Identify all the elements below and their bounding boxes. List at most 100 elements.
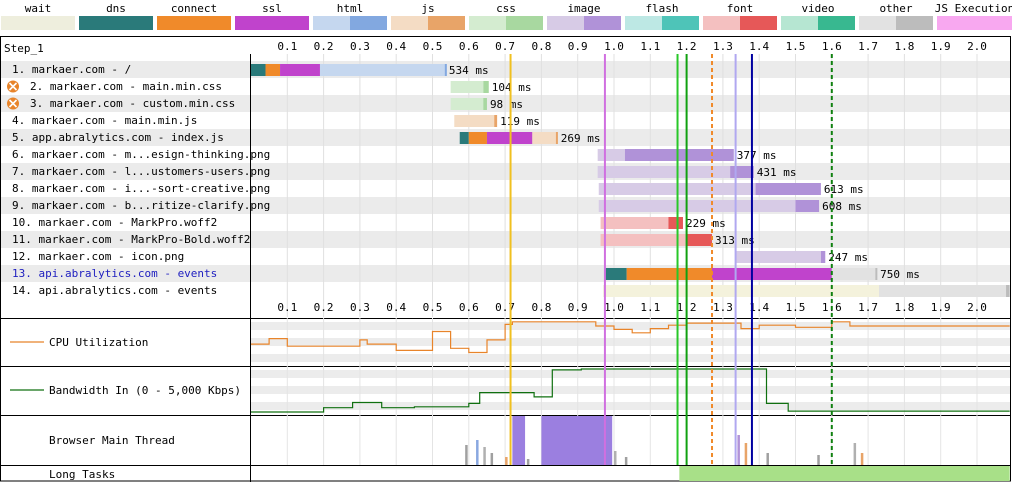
panel-stripe xyxy=(251,322,1010,330)
main-thread-spike xyxy=(614,451,617,465)
x-tick-label: 0.5 xyxy=(423,301,443,314)
x-tick-label: 1.2 xyxy=(677,40,697,53)
main-thread-spike xyxy=(744,443,748,465)
legend-label: video xyxy=(801,2,834,15)
main-thread-spike xyxy=(465,445,468,465)
panel-stripe xyxy=(251,370,1010,378)
bar-dns xyxy=(459,132,469,144)
x-tick-label: 1.1 xyxy=(640,301,660,314)
legend-swatch-dns xyxy=(79,16,153,30)
request-duration: 750 ms xyxy=(880,268,920,281)
request-label: 12. markaer.com - icon.png xyxy=(12,250,184,263)
x-tick-label: 0.7 xyxy=(495,40,515,53)
x-tick-label: 1.4 xyxy=(749,301,769,314)
bar-ssl xyxy=(712,268,832,280)
panel-stripe xyxy=(251,338,1010,346)
x-tick-label: 0.3 xyxy=(350,301,370,314)
x-tick-label: 1.7 xyxy=(858,40,878,53)
x-tick-label: 1.1 xyxy=(640,40,660,53)
bar-ttfb xyxy=(450,81,484,93)
bar-ttfb xyxy=(597,166,731,178)
legend-label: font xyxy=(727,2,754,15)
legend-swatch-dark-flash xyxy=(662,16,699,30)
request-duration: 229 ms xyxy=(686,217,726,230)
request-label: 2. markaer.com - main.min.css xyxy=(30,80,222,93)
request-label: 13. api.abralytics.com - events xyxy=(12,267,217,280)
request-duration: 119 ms xyxy=(500,115,540,128)
bar-connect xyxy=(468,132,487,144)
x-tick-label: 1.0 xyxy=(604,40,624,53)
request-label: 8. markaer.com - i...-sort-creative.png xyxy=(12,182,270,195)
bar-download xyxy=(668,217,683,229)
legend-swatch-other xyxy=(859,16,896,30)
legend-label: ssl xyxy=(262,2,282,15)
chart-frame xyxy=(0,36,1011,482)
bar-download xyxy=(686,234,713,246)
main-thread-spike xyxy=(476,440,479,465)
legend-swatch-wait xyxy=(1,16,75,30)
bar-download xyxy=(483,98,487,110)
bar-download xyxy=(795,200,820,212)
x-tick-label: 0.6 xyxy=(459,301,479,314)
x-tick-label: 0.5 xyxy=(423,40,443,53)
cpu-utilization-line xyxy=(251,321,1010,354)
bar-ttfb xyxy=(600,217,669,229)
bar-ttfb xyxy=(454,115,495,127)
bar-ttfb xyxy=(450,98,484,110)
request-duration: 104 ms xyxy=(492,81,532,94)
x-tick-label: 0.1 xyxy=(277,301,297,314)
long-tasks-label: Long Tasks xyxy=(49,468,115,481)
main-thread-spike xyxy=(737,435,740,465)
bar-ttfb xyxy=(598,200,796,212)
legend-swatch-connect xyxy=(157,16,231,30)
legend-label: connect xyxy=(171,2,217,15)
bar-ttfb xyxy=(532,132,556,144)
legend-label: other xyxy=(879,2,912,15)
main-thread-spike xyxy=(526,459,530,465)
x-tick-label: 0.2 xyxy=(314,40,334,53)
request-label: 4. markaer.com - main.min.js xyxy=(12,114,197,127)
request-label: 6. markaer.com - m...esign-thinking.png xyxy=(12,148,270,161)
request-duration: 377 ms xyxy=(737,149,777,162)
bar-download xyxy=(1006,285,1010,297)
request-duration: 534 ms xyxy=(449,64,489,77)
x-tick-label: 0.4 xyxy=(386,301,406,314)
x-tick-label: 1.3 xyxy=(713,40,733,53)
x-tick-label: 1.8 xyxy=(894,301,914,314)
legend-label: flash xyxy=(645,2,678,15)
request-label: 14. api.abralytics.com - events xyxy=(12,284,217,297)
x-tick-label: 0.8 xyxy=(531,40,551,53)
warning-icon-cross xyxy=(8,82,18,91)
main-thread-spike xyxy=(505,457,508,465)
main-thread-spike xyxy=(766,453,769,465)
panel-stripe xyxy=(251,402,1010,410)
legend-swatch-video xyxy=(781,16,818,30)
x-tick-label: 0.2 xyxy=(314,301,334,314)
bar-connect xyxy=(626,268,713,280)
x-tick-label: 1.7 xyxy=(858,301,878,314)
main-thread-label: Browser Main Thread xyxy=(49,434,175,447)
main-thread-block xyxy=(512,416,526,465)
request-label: 1. markaer.com - / xyxy=(12,63,131,76)
legend-label: dns xyxy=(106,2,126,15)
bar-ttfb xyxy=(735,251,821,263)
x-tick-label: 1.4 xyxy=(749,40,769,53)
panel-stripe xyxy=(251,386,1010,394)
request-label: 10. markaer.com - MarkPro.woff2 xyxy=(12,216,217,229)
legend-swatch-flash xyxy=(625,16,662,30)
bar-download xyxy=(555,132,558,144)
legend-swatch-font xyxy=(703,16,740,30)
main-thread-spike xyxy=(860,453,864,465)
request-duration: 269 ms xyxy=(561,132,601,145)
x-tick-label: 0.1 xyxy=(277,40,297,53)
main-thread-block xyxy=(541,416,613,465)
request-label: 7. markaer.com - l...ustomers-users.png xyxy=(12,165,270,178)
bar-connect xyxy=(265,64,281,76)
request-duration: 98 ms xyxy=(490,98,523,111)
request-duration: 431 ms xyxy=(757,166,797,179)
legend-swatch-dark-html xyxy=(350,16,387,30)
legend-swatch-dark-css xyxy=(506,16,543,30)
bar-ttfb xyxy=(878,285,1007,297)
cpu-label: CPU Utilization xyxy=(49,336,148,349)
